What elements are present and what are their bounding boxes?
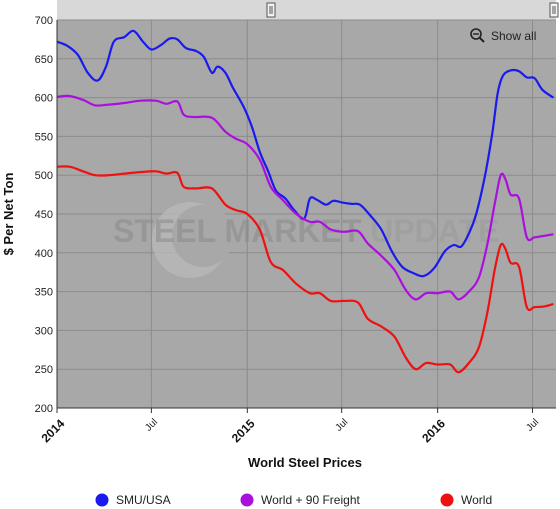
x-tick-label: Jul: [524, 417, 541, 434]
watermark: STEEL MARKET UPDATE: [113, 202, 499, 278]
watermark-text: STEEL MARKET UPDATE: [113, 213, 499, 249]
x-tick-label: Jul: [334, 417, 351, 434]
y-tick-label: 650: [35, 54, 53, 66]
y-tick-label: 300: [35, 325, 53, 337]
navigator-handle-right[interactable]: [549, 2, 559, 18]
legend: SMU/USA World + 90 Freight World: [95, 493, 493, 507]
zoom-out-icon: [470, 28, 485, 43]
y-tick-label: 200: [35, 403, 53, 415]
y-axis-title: $ Per Net Ton: [1, 173, 16, 256]
y-tick-label: 500: [35, 170, 53, 182]
show-all-button[interactable]: Show all: [470, 28, 536, 43]
navigator-handle-left[interactable]: [266, 2, 276, 18]
series-line-smu-usa[interactable]: [56, 29, 555, 278]
x-axis-title: World Steel Prices: [248, 455, 362, 470]
y-tick-label: 250: [35, 364, 53, 376]
y-tick-label: 400: [35, 248, 53, 260]
y-tick-label: 600: [35, 93, 53, 105]
y-tick-label: 700: [35, 15, 53, 27]
x-tick-label: 2015: [229, 416, 258, 445]
y-tick-label: 450: [35, 209, 53, 221]
legend-label: World: [461, 493, 492, 507]
y-tick-label: 350: [35, 287, 53, 299]
legend-item-smu-usa[interactable]: SMU/USA: [95, 493, 171, 507]
y-tick-label: 550: [35, 131, 53, 143]
legend-label: World + 90 Freight: [261, 493, 360, 507]
show-all-label: Show all: [491, 29, 536, 43]
legend-item-world[interactable]: World: [440, 493, 493, 507]
x-tick-label: 2016: [419, 416, 448, 445]
x-tick-label: 2014: [39, 416, 68, 445]
series-lines: [56, 29, 555, 374]
legend-marker: [440, 493, 454, 507]
series-line-world-90-freight[interactable]: [56, 94, 554, 301]
legend-marker: [95, 493, 109, 507]
x-tick-label: Jul: [143, 417, 160, 434]
navigator-bar[interactable]: [57, 0, 556, 20]
legend-label: SMU/USA: [116, 493, 171, 507]
x-axis-ticks: 2014 Jul 2015 Jul 2016 Jul: [39, 408, 541, 445]
legend-item-world-90-freight[interactable]: World + 90 Freight: [240, 493, 361, 507]
legend-marker: [240, 493, 254, 507]
y-axis-ticks: 200 250 300 350 400 450 500 550 600 650 700: [35, 15, 53, 415]
series-line-world[interactable]: [56, 165, 554, 374]
